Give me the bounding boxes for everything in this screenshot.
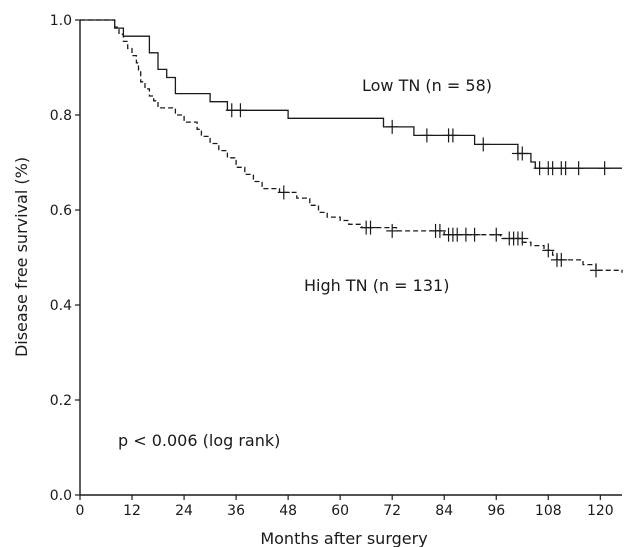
series-label-low-tn: Low TN (n = 58) xyxy=(362,76,492,95)
x-tick-label: 60 xyxy=(331,503,349,519)
x-tick-label: 36 xyxy=(227,503,245,519)
x-tick-label: 96 xyxy=(487,503,505,519)
y-tick-label: 0.2 xyxy=(50,393,72,409)
axes: 0 12 24 36 48 60 72 84 96 108 120 0.0 0.2 0.4 0.6 0.8 1.… xyxy=(50,13,622,519)
y-tick-label: 0.0 xyxy=(50,488,72,504)
x-tick-label: 72 xyxy=(383,503,401,519)
series-line-low-tn xyxy=(80,19,622,169)
y-tick-label: 0.4 xyxy=(50,298,72,314)
series-layer xyxy=(80,19,623,278)
x-tick-label: 108 xyxy=(535,503,562,519)
x-tick-label: 24 xyxy=(175,503,193,519)
y-tick-label: 0.6 xyxy=(50,203,72,219)
x-tick-label: 0 xyxy=(76,503,85,519)
x-tick-label: 12 xyxy=(123,503,141,519)
x-tick-label: 120 xyxy=(587,503,614,519)
series-line-high-tn xyxy=(80,19,623,273)
x-axis-title: Months after surgery xyxy=(260,529,427,547)
x-tick-label: 48 xyxy=(279,503,297,519)
y-axis-title: Disease free survival (%) xyxy=(12,157,31,357)
p-value-annotation: p < 0.006 (log rank) xyxy=(118,431,280,450)
y-tick-label: 1.0 xyxy=(50,13,72,29)
x-tick-label: 84 xyxy=(435,503,453,519)
y-tick-label: 0.8 xyxy=(50,108,72,124)
series-label-high-tn: High TN (n = 131) xyxy=(304,276,449,295)
